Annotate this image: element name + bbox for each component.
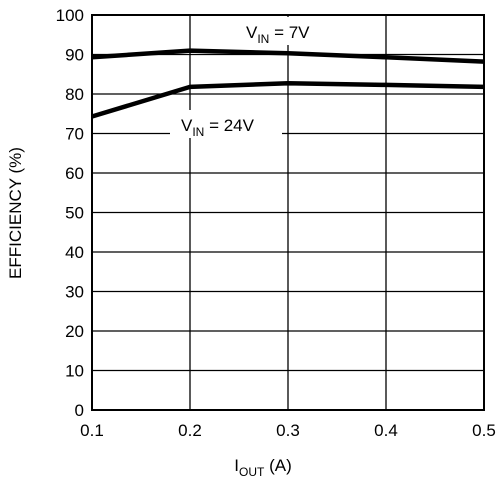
tick-labels: 0 10 20 30 40 50 60 70 80 90 100 0.1 0.2 0.3 0.4 0.5 bbox=[56, 6, 496, 440]
plot-frame bbox=[91, 14, 485, 411]
x-tick-label-3: 0.4 bbox=[374, 421, 398, 440]
y-tick-label-9: 90 bbox=[65, 46, 84, 65]
x-tick-label-0: 0.1 bbox=[80, 421, 104, 440]
series-line-0 bbox=[91, 48, 485, 64]
series-lines bbox=[91, 48, 485, 119]
x-tick-label-2: 0.3 bbox=[276, 421, 300, 440]
y-tick-label-7: 70 bbox=[65, 125, 84, 144]
y-axis-title: EFFICIENCY (%) bbox=[6, 147, 25, 279]
y-tick-label-0: 0 bbox=[75, 401, 84, 420]
annotation-7v-bg bbox=[236, 17, 334, 45]
y-tick-label-8: 80 bbox=[65, 85, 84, 104]
y-tick-label-2: 20 bbox=[65, 322, 84, 341]
y-tick-label-6: 60 bbox=[65, 164, 84, 183]
annotation-vin-7v: VIN = 7V bbox=[246, 23, 310, 46]
x-tick-label-4: 0.5 bbox=[472, 421, 496, 440]
x-axis-title: IOUT (A) bbox=[234, 456, 291, 479]
series-line-1 bbox=[91, 81, 485, 119]
x-tick-label-1: 0.2 bbox=[178, 421, 202, 440]
y-tick-label-10: 100 bbox=[56, 6, 84, 25]
annotation-24v-bg bbox=[170, 110, 282, 138]
plot-frame-rect bbox=[91, 14, 485, 411]
y-tick-label-1: 10 bbox=[65, 362, 84, 381]
y-tick-label-3: 30 bbox=[65, 283, 84, 302]
annotation-vin-24v: VIN = 24V bbox=[181, 116, 255, 139]
y-tick-label-4: 40 bbox=[65, 243, 84, 262]
y-tick-label-5: 50 bbox=[65, 204, 84, 223]
